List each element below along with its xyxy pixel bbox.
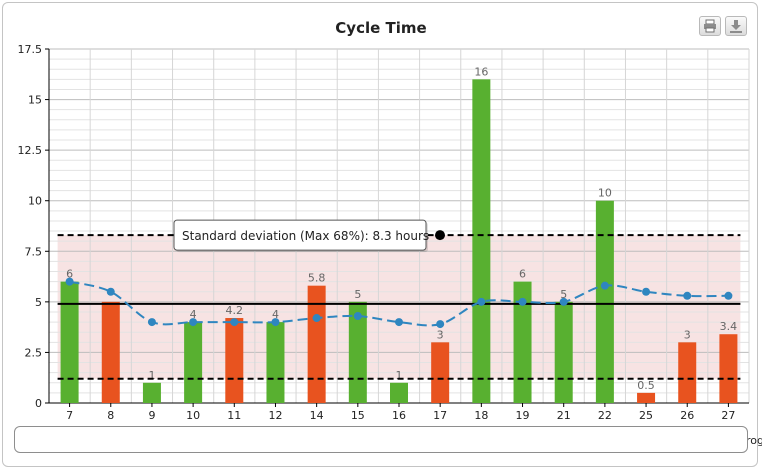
bar — [431, 342, 450, 403]
x-tick-label: 10 — [186, 409, 200, 422]
bar — [184, 322, 203, 403]
tooltip-marker — [435, 230, 445, 241]
trend-point — [724, 291, 733, 300]
printer-icon — [704, 19, 716, 33]
x-tick-label: 8 — [107, 409, 114, 422]
trend-point — [683, 291, 692, 300]
x-tick-label: 16 — [392, 409, 406, 422]
bar-value-label: 3 — [437, 328, 444, 341]
y-tick-label: 2.5 — [25, 346, 43, 359]
x-tick-label: 18 — [474, 409, 488, 422]
trend-point — [65, 277, 74, 286]
x-tick-label: 9 — [148, 409, 155, 422]
y-tick-label: 10 — [28, 195, 42, 208]
bar — [719, 334, 738, 403]
bar-value-label: 0.5 — [637, 379, 655, 392]
trend-point — [189, 318, 198, 327]
x-tick-label: 22 — [598, 409, 612, 422]
trend-point — [353, 312, 362, 321]
tooltip-box — [173, 219, 427, 251]
bar-value-label: 4 — [190, 308, 197, 321]
trend-point — [395, 318, 403, 327]
bar — [348, 301, 367, 403]
chart-legend — [14, 426, 748, 453]
bar — [142, 382, 161, 403]
bar-value-label: 16 — [474, 65, 488, 78]
bar — [390, 382, 408, 403]
x-tick-label: 17 — [433, 409, 447, 422]
x-tick-label: 25 — [639, 409, 653, 422]
y-tick-label: 17.5 — [18, 43, 43, 56]
trend-point — [106, 287, 115, 296]
bar — [307, 285, 326, 403]
bar — [678, 342, 697, 403]
bar — [225, 318, 244, 403]
trend-point — [477, 297, 486, 306]
bar-value-label: 5 — [354, 288, 361, 301]
x-tick-label: 15 — [351, 409, 365, 422]
x-tick-label: 26 — [680, 409, 694, 422]
bar-value-label: 5.8 — [308, 272, 326, 285]
trend-point — [559, 297, 568, 306]
y-tick-label: 7.5 — [25, 245, 43, 258]
trend-point — [600, 281, 609, 290]
trend-line — [69, 280, 729, 327]
trend-point — [642, 287, 651, 296]
x-tick-label: 19 — [516, 409, 530, 422]
bar-value-label: 5 — [560, 288, 567, 301]
bar — [513, 281, 532, 403]
bar — [101, 301, 120, 403]
trend-point — [147, 318, 156, 327]
x-tick-label: 14 — [310, 409, 324, 422]
bar — [637, 392, 656, 403]
bar-value-label: 4.2 — [226, 304, 244, 317]
bar — [554, 301, 573, 403]
trend-point — [312, 314, 321, 323]
bar-value-label: 6 — [66, 268, 73, 281]
tooltip-text: Standard deviation (Max 68%): 8.3 hours — [182, 229, 429, 243]
x-tick-label: 12 — [268, 409, 282, 422]
x-tick-label: 11 — [227, 409, 241, 422]
bar — [595, 200, 614, 403]
y-tick-label: 15 — [28, 94, 42, 107]
bar-value-label: 4 — [272, 308, 279, 321]
bar — [266, 322, 285, 403]
download-icon — [730, 20, 742, 33]
bar-value-label: 6 — [519, 268, 526, 281]
bar — [60, 281, 79, 403]
y-tick-label: 0 — [35, 397, 42, 410]
trend-point — [230, 318, 239, 327]
print-button[interactable] — [699, 16, 721, 36]
x-tick-label: 7 — [66, 409, 73, 422]
y-tick-label: 5 — [35, 296, 42, 309]
trend-point — [271, 318, 280, 327]
bar-value-label: 3 — [684, 328, 691, 341]
bar — [472, 79, 491, 403]
std-deviation-band — [57, 235, 741, 379]
x-tick-label: 21 — [557, 409, 571, 422]
bar-value-label: 10 — [598, 187, 612, 200]
trend-point — [436, 320, 445, 329]
chart-title: Cycle Time — [335, 19, 426, 37]
trend-point — [518, 297, 527, 306]
y-tick-label: 12.5 — [18, 144, 43, 157]
bar-value-label: 1 — [148, 369, 155, 382]
x-tick-label: 27 — [721, 409, 735, 422]
download-button[interactable] — [725, 16, 747, 36]
bar-value-label: 3.4 — [720, 320, 738, 333]
bar-value-label: 1 — [396, 369, 403, 382]
